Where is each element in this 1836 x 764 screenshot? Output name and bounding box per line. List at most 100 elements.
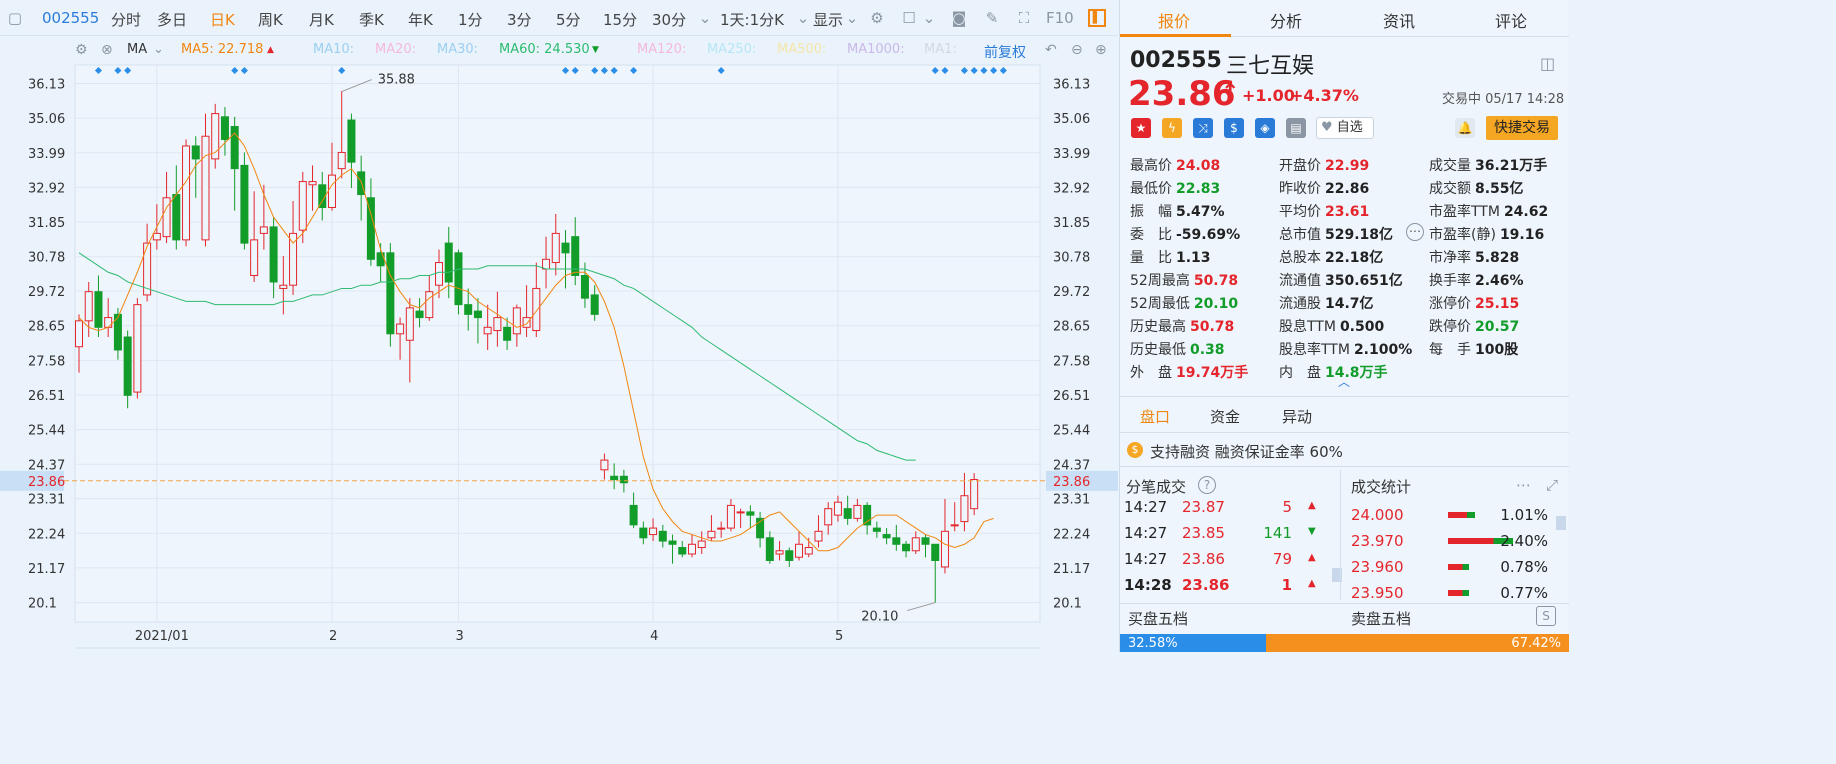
more-icon[interactable]: ⋯ <box>1516 476 1531 494</box>
tab-news[interactable]: 资讯 <box>1383 12 1416 31</box>
zoom-out-icon[interactable]: ⊖ <box>1071 42 1083 58</box>
lightning-icon[interactable]: ϟ <box>1162 118 1182 138</box>
stat-label: 外 盘 <box>1130 365 1172 381</box>
y-tick-label: 26.51 <box>28 389 65 404</box>
period-tab-monthly[interactable]: 月K <box>309 11 334 29</box>
period-tab-30min[interactable]: 30分 <box>652 11 687 29</box>
fullscreen-icon[interactable]: ⛶ <box>1018 9 1030 27</box>
undo-icon[interactable]: ↶ <box>1045 42 1057 58</box>
period-tab-15min[interactable]: 15分 <box>603 11 638 29</box>
dollar-icon[interactable]: $ <box>1224 118 1244 138</box>
tick-time: 14:27 <box>1124 524 1168 542</box>
margin-note: 支持融资 融资保证金率 60% <box>1150 443 1343 461</box>
stat-value: 22.86 <box>1325 181 1370 197</box>
display-select[interactable]: 显示 <box>813 11 844 29</box>
more-icon[interactable]: ⋯ <box>1406 223 1424 241</box>
stat-label: 量 比 <box>1130 250 1172 266</box>
range-select[interactable]: 1天:1分K <box>720 11 784 29</box>
y-tick-label: 23.31 <box>28 493 65 508</box>
stat-item: 换手率 2.46% <box>1429 270 1524 290</box>
current-price-tag-left <box>0 470 64 491</box>
draw-icon[interactable]: ✎ <box>985 9 999 27</box>
stat-label: 成交量 <box>1429 158 1471 174</box>
y-tick-label: 28.65 <box>28 320 65 335</box>
high-label: 35.88 <box>378 73 415 88</box>
range-dropdown-icon[interactable]: ⌄ <box>796 9 810 27</box>
quote-code: 002555 <box>1130 48 1222 73</box>
expand-icon[interactable]: ⤢ <box>1546 476 1559 494</box>
period-tab-yearly[interactable]: 年K <box>408 11 433 29</box>
ma-type-select[interactable]: MA <box>127 42 148 57</box>
subtab-alerts[interactable]: 异动 <box>1282 408 1313 426</box>
shuffle-icon[interactable]: ⤨ <box>1193 118 1213 138</box>
ma5-value: MA5: 22.718 <box>181 42 264 57</box>
ma-close-icon[interactable]: ⊗ <box>101 42 113 58</box>
candle <box>726 504 735 529</box>
event-marker-icon <box>999 66 1007 75</box>
stat-price: 24.000 <box>1351 506 1404 524</box>
tab-analysis[interactable]: 分析 <box>1270 12 1303 31</box>
period-dropdown-icon[interactable]: ⌄ <box>698 9 712 27</box>
tab-comments[interactable]: 评论 <box>1495 12 1528 31</box>
candle <box>921 537 930 545</box>
tab-quote[interactable]: 报价 <box>1158 12 1191 31</box>
period-tab-minute[interactable]: 分时 <box>111 11 142 29</box>
ma5-up-icon: ▲ <box>267 45 274 55</box>
period-tab-weekly[interactable]: 周K <box>258 11 283 29</box>
ma-dropdown-icon[interactable]: ⌄ <box>153 42 164 57</box>
period-tab-5min[interactable]: 5分 <box>556 11 581 29</box>
layout-dropdown-icon[interactable]: ⌄ <box>922 9 936 27</box>
candle <box>872 527 881 532</box>
bell-icon[interactable]: 🔔 <box>1455 118 1475 138</box>
current-price-label: 23.86 <box>28 475 65 490</box>
stat-pct: 1.01% <box>1500 506 1548 524</box>
subtab-funds[interactable]: 资金 <box>1210 408 1241 426</box>
zoom-in-icon[interactable]: ⊕ <box>1095 42 1107 58</box>
tag-icon[interactable]: ◈ <box>1255 118 1275 138</box>
candle <box>814 530 823 542</box>
camera-icon[interactable]: ◙ <box>951 9 967 27</box>
stat-scrollbar[interactable] <box>1556 516 1566 530</box>
help-icon[interactable]: ? <box>1198 476 1216 494</box>
adjust-select[interactable]: 前复权 <box>984 45 1026 61</box>
display-dropdown-icon[interactable]: ⌄ <box>845 9 859 27</box>
add-favorite-button[interactable]: ♥ 自选 <box>1316 117 1374 139</box>
dollar-outline-icon[interactable]: S <box>1536 606 1556 626</box>
quote-panel: 报价 分析 资讯 评论 002555 三七互娱 ◫ 23.86 ↑ +1.00 … <box>1119 0 1569 652</box>
panel-expand-icon[interactable]: ◫ <box>1540 54 1556 73</box>
stat-item: 成交额 8.55亿 <box>1429 178 1524 198</box>
subtab-orderbook[interactable]: 盘口 <box>1140 408 1171 426</box>
stat-item: 股息率TTM 2.100% <box>1279 339 1412 359</box>
ma120-value: MA120: <box>637 42 687 57</box>
stat-label: 52周最低 <box>1130 296 1190 312</box>
down-arrow-icon: ▼ <box>1308 526 1316 537</box>
stat-item: 昨收价 22.86 <box>1279 178 1369 198</box>
y-tick-label: 29.72 <box>1053 285 1090 300</box>
candlestick-chart[interactable]: 36.13 35.06 33.99 32.92 31.85 30.78 29.72 28.65… <box>0 36 1118 652</box>
stat-item: 历史最高 50.78 <box>1130 316 1234 336</box>
collapse-icon[interactable]: ︿ <box>1338 375 1351 389</box>
bookmark-icon[interactable]: ▤ <box>1286 118 1306 138</box>
current-price-label: 23.86 <box>1053 475 1090 490</box>
layout-icon[interactable]: ☐ <box>902 9 916 27</box>
settings-icon[interactable]: ⚙ <box>870 9 884 27</box>
period-tab-1min[interactable]: 1分 <box>458 11 483 29</box>
period-tab-quarterly[interactable]: 季K <box>359 11 384 29</box>
ticks-scrollbar[interactable] <box>1332 568 1342 582</box>
period-tab-3min[interactable]: 3分 <box>507 11 532 29</box>
period-tab-daily[interactable]: 日K <box>210 11 235 29</box>
candle <box>765 537 774 561</box>
stat-item: 平均价 23.61 <box>1279 201 1369 221</box>
f10-button[interactable]: F10 <box>1046 9 1074 27</box>
quick-trade-button[interactable]: 快捷交易 <box>1486 116 1558 140</box>
y-axis-right: 36.13 35.06 33.99 32.92 31.85 30.78 29.72 28.65… <box>1053 77 1090 611</box>
tick-time: 14:28 <box>1124 576 1172 594</box>
candle <box>405 307 414 341</box>
ma-settings-icon[interactable]: ⚙ <box>75 42 88 58</box>
period-tab-multiday[interactable]: 多日 <box>157 11 188 29</box>
event-marker-icon <box>970 66 978 75</box>
event-marker-icon <box>931 66 939 75</box>
stat-value: 14.7亿 <box>1325 296 1374 312</box>
panel-toggle-icon[interactable]: ▌ <box>1088 9 1106 27</box>
sidebar-toggle-icon[interactable]: ▢ <box>7 9 23 27</box>
